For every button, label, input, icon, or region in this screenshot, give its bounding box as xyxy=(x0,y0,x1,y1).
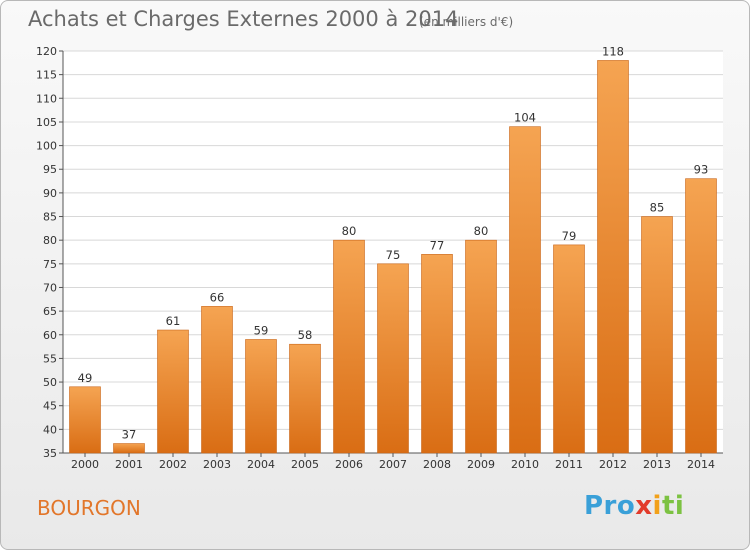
bar-value-label: 118 xyxy=(602,44,624,58)
proxiti-logo: Proxiti xyxy=(584,491,684,521)
logo-part-2: x xyxy=(635,491,653,521)
bar-value-label: 49 xyxy=(78,371,93,385)
y-tick-label: 60 xyxy=(43,329,57,342)
x-tick-label: 2003 xyxy=(203,458,231,471)
y-tick-label: 95 xyxy=(43,163,57,176)
x-tick-label: 2006 xyxy=(335,458,363,471)
bar-value-label: 66 xyxy=(210,290,225,304)
bar-value-label: 77 xyxy=(430,238,445,252)
y-tick-label: 90 xyxy=(43,187,57,200)
x-tick-label: 2001 xyxy=(115,458,143,471)
bar-value-label: 75 xyxy=(386,248,401,262)
bar-2011 xyxy=(553,244,585,454)
bar-2010 xyxy=(509,126,541,454)
x-tick-label: 2008 xyxy=(423,458,451,471)
logo-part-4: ti xyxy=(661,491,685,521)
y-tick-label: 120 xyxy=(36,45,57,58)
x-tick-label: 2009 xyxy=(467,458,495,471)
bar-2012 xyxy=(597,60,629,454)
bar-2005 xyxy=(289,343,321,454)
y-tick-label: 45 xyxy=(43,400,57,413)
logo-part-1: Pro xyxy=(584,491,636,521)
bar-2002 xyxy=(157,329,189,454)
y-tick-label: 55 xyxy=(43,352,57,365)
bar-2009 xyxy=(465,239,497,454)
bar-value-label: 85 xyxy=(650,201,665,215)
y-tick-label: 80 xyxy=(43,234,57,247)
bar-2003 xyxy=(201,306,233,454)
bar-value-label: 61 xyxy=(166,314,181,328)
bar-value-label: 58 xyxy=(298,328,313,342)
y-tick-label: 40 xyxy=(43,423,57,436)
bar-2006 xyxy=(333,239,365,454)
bar-value-label: 93 xyxy=(694,163,709,177)
chart-title: Achats et Charges Externes 2000 à 2014 xyxy=(28,7,459,31)
y-tick-label: 100 xyxy=(36,140,57,153)
y-tick-label: 85 xyxy=(43,211,57,224)
x-tick-label: 2011 xyxy=(555,458,583,471)
y-tick-label: 50 xyxy=(43,376,57,389)
x-tick-label: 2010 xyxy=(511,458,539,471)
bar-value-label: 79 xyxy=(562,229,577,243)
x-tick-label: 2007 xyxy=(379,458,407,471)
bar-value-label: 80 xyxy=(474,224,489,238)
bar-2008 xyxy=(421,254,453,454)
x-tick-label: 2005 xyxy=(291,458,319,471)
y-tick-label: 105 xyxy=(36,116,57,129)
logo-part-3: i xyxy=(652,491,662,521)
bar-value-label: 104 xyxy=(514,111,536,125)
bar-2001 xyxy=(113,443,145,454)
bar-2013 xyxy=(641,216,673,454)
bar-2007 xyxy=(377,263,409,454)
x-tick-label: 2000 xyxy=(71,458,99,471)
x-tick-label: 2002 xyxy=(159,458,187,471)
commune-name: BOURGON xyxy=(37,496,141,520)
bar-2000 xyxy=(69,386,101,454)
chart-unit: (en milliers d'€) xyxy=(419,15,514,29)
bar-value-label: 37 xyxy=(122,428,137,442)
y-tick-label: 65 xyxy=(43,305,57,318)
x-tick-label: 2013 xyxy=(643,458,671,471)
y-tick-label: 35 xyxy=(43,447,57,460)
y-tick-label: 115 xyxy=(36,69,57,82)
x-tick-label: 2014 xyxy=(687,458,715,471)
y-tick-label: 110 xyxy=(36,92,57,105)
bar-value-label: 59 xyxy=(254,323,269,337)
y-tick-label: 75 xyxy=(43,258,57,271)
bar-value-label: 80 xyxy=(342,224,357,238)
bar-2004 xyxy=(245,339,277,454)
bar-2014 xyxy=(685,178,717,454)
x-tick-label: 2012 xyxy=(599,458,627,471)
y-tick-label: 70 xyxy=(43,281,57,294)
x-tick-label: 2004 xyxy=(247,458,275,471)
